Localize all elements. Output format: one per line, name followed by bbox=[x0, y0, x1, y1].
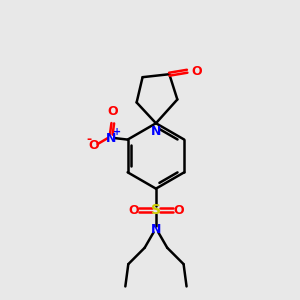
Text: O: O bbox=[89, 139, 99, 152]
Text: N: N bbox=[106, 132, 116, 145]
Text: O: O bbox=[173, 203, 184, 217]
Text: -: - bbox=[86, 133, 92, 146]
Text: O: O bbox=[128, 203, 139, 217]
Text: N: N bbox=[151, 223, 161, 236]
Text: N: N bbox=[151, 125, 161, 138]
Text: O: O bbox=[107, 105, 118, 118]
Text: O: O bbox=[191, 65, 202, 78]
Text: +: + bbox=[113, 127, 121, 136]
Text: S: S bbox=[151, 203, 161, 217]
